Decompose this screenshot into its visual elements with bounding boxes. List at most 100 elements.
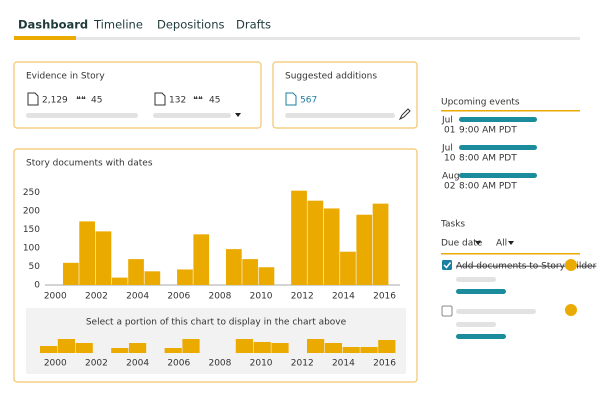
tab-rule bbox=[14, 37, 580, 40]
x-tick-label: 2010 bbox=[250, 292, 273, 302]
bar bbox=[63, 262, 79, 285]
placeholder bbox=[26, 113, 138, 118]
placeholder bbox=[153, 113, 231, 118]
tab-active bbox=[14, 36, 76, 40]
overview-panel[interactable] bbox=[26, 308, 406, 374]
checkbox[interactable] bbox=[442, 260, 452, 270]
x-tick-label: 2010 bbox=[250, 359, 273, 369]
overview-bar bbox=[307, 339, 325, 353]
overview-bar bbox=[75, 343, 93, 353]
x-tick-label: 2016 bbox=[373, 292, 396, 302]
bar bbox=[291, 190, 307, 285]
x-tick-label: 2002 bbox=[85, 359, 108, 369]
overview-bar bbox=[253, 342, 271, 353]
chart-title: Story documents with dates bbox=[26, 159, 153, 169]
x-tick-label: 2004 bbox=[126, 359, 149, 369]
x-tick-label: 2012 bbox=[291, 359, 314, 369]
status-dot bbox=[565, 304, 577, 316]
bar bbox=[177, 269, 193, 285]
event-bar bbox=[459, 117, 537, 122]
overview-bar bbox=[271, 343, 289, 353]
bar bbox=[79, 221, 95, 285]
bar bbox=[340, 251, 356, 285]
placeholder bbox=[456, 322, 496, 327]
dropdown-arrow[interactable] bbox=[235, 113, 241, 117]
x-tick-label: 2000 bbox=[44, 292, 67, 302]
overview-bar bbox=[342, 347, 360, 353]
overview-bar bbox=[182, 339, 200, 353]
filter[interactable]: All bbox=[496, 239, 507, 249]
dropdown-arrow[interactable] bbox=[475, 241, 481, 245]
bar bbox=[128, 259, 144, 285]
edit-icon[interactable] bbox=[398, 108, 411, 121]
event-month: Jul bbox=[441, 116, 453, 126]
x-tick-label: 2008 bbox=[208, 359, 231, 369]
placeholder bbox=[456, 277, 496, 282]
bar bbox=[242, 259, 258, 285]
rule bbox=[441, 253, 580, 255]
y-tick-label: 250 bbox=[23, 188, 40, 198]
card-title: Suggested additions bbox=[285, 72, 377, 82]
doc-icon bbox=[154, 92, 166, 106]
tab[interactable]: Timeline bbox=[93, 18, 143, 32]
bar bbox=[323, 208, 340, 285]
overview-bar bbox=[164, 348, 182, 353]
overview-bar bbox=[235, 339, 253, 353]
section-title: Upcoming events bbox=[441, 98, 520, 108]
suggested-card bbox=[272, 61, 418, 129]
y-tick-label: 100 bbox=[23, 244, 40, 254]
bar bbox=[307, 200, 324, 285]
tab[interactable]: Drafts bbox=[236, 18, 271, 32]
y-tick-label: 50 bbox=[29, 262, 41, 272]
overview-bar bbox=[324, 343, 342, 353]
event-bar bbox=[459, 145, 537, 150]
x-tick-label: 2002 bbox=[85, 292, 108, 302]
x-tick-label: 2012 bbox=[291, 292, 314, 302]
task-label: Add documents to Storybuilder bbox=[456, 262, 597, 272]
doc-icon bbox=[285, 92, 297, 106]
bar bbox=[226, 249, 242, 285]
overview-bar bbox=[40, 346, 58, 353]
event-day: 10 bbox=[444, 154, 456, 164]
event-day: 01 bbox=[444, 126, 455, 136]
x-tick-label: 2008 bbox=[208, 292, 231, 302]
status-dot bbox=[565, 259, 577, 271]
filter[interactable]: Due date bbox=[441, 239, 483, 249]
evidence-card bbox=[13, 61, 262, 129]
tab[interactable]: Depositions bbox=[157, 18, 224, 32]
x-tick-label: 2006 bbox=[167, 292, 190, 302]
x-tick-label: 2014 bbox=[332, 359, 355, 369]
rule bbox=[441, 110, 580, 112]
tab[interactable]: Dashboard bbox=[18, 18, 88, 32]
placeholder bbox=[456, 309, 536, 314]
overview-bar bbox=[111, 348, 129, 353]
event-time: 8:00 AM PDT bbox=[459, 154, 517, 164]
bar bbox=[144, 271, 161, 285]
overview-bar bbox=[57, 339, 75, 353]
section-title: Tasks bbox=[440, 220, 465, 230]
x-tick-label: 2016 bbox=[373, 359, 396, 369]
event-month: Jul bbox=[441, 144, 453, 154]
count: 45 bbox=[209, 96, 220, 106]
checkbox[interactable] bbox=[441, 305, 453, 317]
y-tick-label: 200 bbox=[23, 207, 40, 217]
dropdown-arrow[interactable] bbox=[508, 241, 514, 245]
y-tick-label: 150 bbox=[23, 225, 40, 235]
count[interactable]: 567 bbox=[300, 96, 317, 106]
bar bbox=[193, 234, 210, 285]
overview-caption: Select a portion of this chart to displa… bbox=[86, 318, 347, 328]
bar bbox=[111, 277, 128, 285]
count: 2,129 bbox=[42, 96, 68, 106]
overview-bar bbox=[378, 340, 396, 353]
count: 45 bbox=[91, 96, 102, 106]
doc-icon bbox=[27, 92, 39, 106]
overview-bar bbox=[129, 343, 147, 353]
event-time: 9:00 AM PDT bbox=[459, 126, 517, 136]
y-tick-label: 0 bbox=[34, 281, 40, 291]
check bbox=[443, 262, 452, 269]
bar bbox=[258, 267, 275, 285]
event-time: 8:00 AM PDT bbox=[459, 182, 517, 192]
quote-icon: ❝❝ bbox=[193, 96, 203, 106]
x-tick-label: 2014 bbox=[332, 292, 355, 302]
card-title: Evidence in Story bbox=[26, 72, 105, 82]
